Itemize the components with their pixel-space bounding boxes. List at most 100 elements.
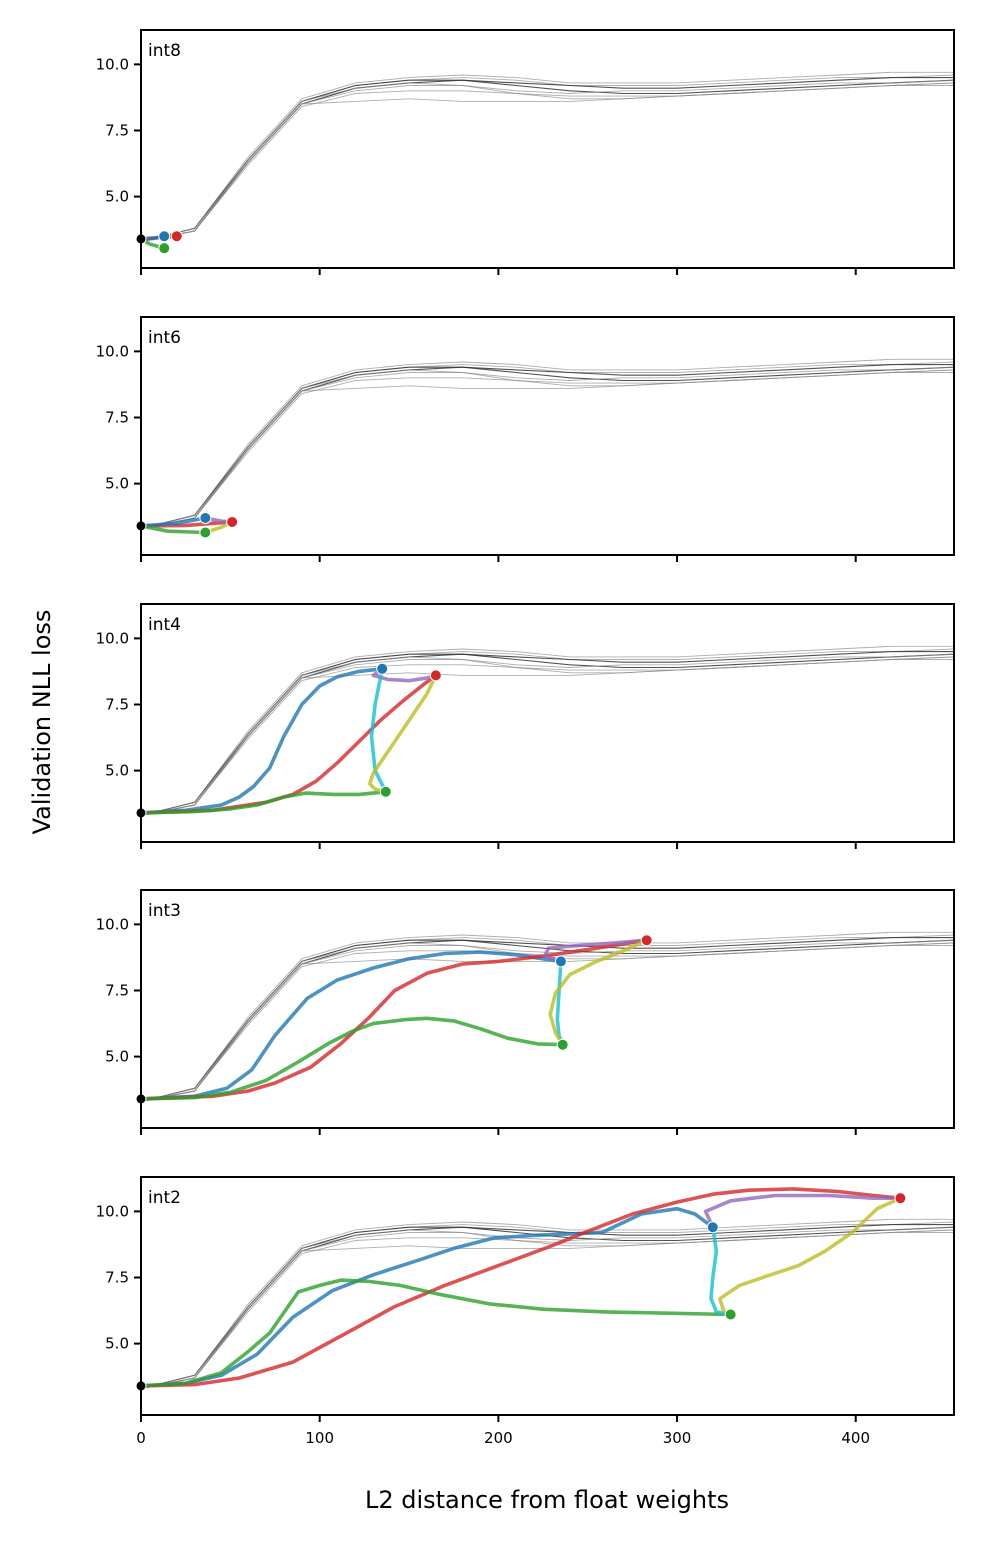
- background-run-line: [141, 358, 954, 530]
- y-tick-label: 10.0: [96, 915, 129, 933]
- panel-int3-plot-area: [141, 931, 954, 1103]
- series-end-point: [170, 230, 183, 243]
- background-run-line: [141, 361, 954, 530]
- background-run-line: [141, 366, 954, 530]
- series-end-point: [226, 515, 239, 528]
- y-tick-label: 5.0: [105, 762, 129, 780]
- background-run-line: [141, 79, 954, 243]
- series-line: [367, 673, 438, 794]
- background-run-line: [141, 364, 954, 530]
- background-run-line: [141, 942, 954, 1103]
- x-tick-label: 400: [841, 1429, 870, 1447]
- y-tick-label: 7.5: [105, 408, 129, 426]
- series-line: [141, 1278, 733, 1388]
- x-tick-label: 0: [136, 1429, 146, 1447]
- series-line: [555, 959, 565, 1047]
- y-tick-label: 10.0: [96, 55, 129, 73]
- background-run-line: [141, 945, 954, 1103]
- series-end-point: [724, 1308, 737, 1321]
- background-run-line: [141, 372, 954, 530]
- panel-int8: 5.0 7.5 10.0 int8: [96, 29, 955, 275]
- panel-label: int6: [148, 328, 181, 348]
- series-line: [141, 790, 388, 815]
- y-tick-label: 10.0: [96, 1202, 129, 1220]
- series-line: [548, 938, 649, 1047]
- x-tick-label: 300: [663, 1429, 692, 1447]
- panel-int4-frame: [140, 603, 955, 843]
- background-run-line: [141, 656, 954, 817]
- background-run-line: [141, 931, 954, 1103]
- background-run-line: [141, 937, 954, 1103]
- background-run-line: [141, 645, 954, 817]
- panel-label: int2: [148, 1188, 181, 1208]
- panel-int6-plot-area: [141, 358, 954, 535]
- panel-int3: 5.0 7.5 10.0 int3: [96, 889, 955, 1135]
- y-tick-label: 7.5: [105, 981, 129, 999]
- y-tick-label: 10.0: [96, 342, 129, 360]
- background-run-line: [141, 79, 954, 243]
- background-run-line: [141, 77, 954, 243]
- series-line: [141, 524, 208, 535]
- background-run-line: [141, 939, 954, 1103]
- series-line: [141, 1187, 903, 1388]
- background-run-line: [141, 82, 954, 243]
- panel-int3-frame: [140, 889, 955, 1129]
- panel-int4-plot-area: [141, 645, 954, 817]
- series-end-point: [640, 934, 653, 947]
- background-run-line: [141, 369, 954, 530]
- y-tick-label: 10.0: [96, 629, 129, 647]
- series-line: [718, 1196, 903, 1317]
- background-run-line: [141, 656, 954, 817]
- panel-label: int3: [148, 901, 181, 921]
- series-end-point: [554, 955, 567, 968]
- series-end-point: [158, 230, 171, 243]
- background-run-line: [141, 82, 954, 243]
- series-end-point: [379, 785, 392, 798]
- background-run-line: [141, 85, 954, 243]
- panel-int6: 5.0 7.5 10.0 int6: [96, 316, 955, 562]
- panel-int2-frame: [140, 1176, 955, 1416]
- background-run-line: [141, 71, 954, 243]
- series-line: [543, 938, 649, 964]
- series-line: [703, 1193, 903, 1229]
- series-end-point: [894, 1192, 907, 1205]
- y-tick-label: 5.0: [105, 475, 129, 493]
- y-tick-label: 5.0: [105, 1048, 129, 1066]
- panels: 5.0 7.5 10.0 int8 5.0 7.5 10.0 int6 5.0 7.5 10.0 in…: [96, 29, 955, 1447]
- background-run-line: [141, 369, 954, 530]
- series-line: [141, 667, 384, 815]
- series-line: [141, 516, 208, 528]
- background-run-line: [141, 942, 954, 1103]
- panel-int8-frame: [140, 29, 955, 269]
- background-run-line: [141, 651, 954, 817]
- background-run-line: [141, 648, 954, 817]
- series-end-point: [199, 526, 212, 539]
- background-run-line: [141, 653, 954, 817]
- x-tick-label: 200: [484, 1429, 513, 1447]
- series-line: [141, 1206, 715, 1388]
- panel-int4: 5.0 7.5 10.0 int4: [96, 603, 955, 849]
- series-end-point: [429, 669, 442, 682]
- series-end-point: [376, 662, 389, 675]
- series-line: [141, 1016, 565, 1101]
- y-axis-label: Validation NLL loss: [28, 610, 56, 835]
- series-line: [141, 950, 563, 1101]
- panel-int8-plot-area: [141, 71, 954, 250]
- panel-int2-plot-area: [141, 1187, 954, 1390]
- background-run-line: [141, 1226, 954, 1390]
- series-end-point: [199, 511, 212, 524]
- background-run-line: [141, 653, 954, 817]
- series-line: [141, 938, 649, 1101]
- series-end-point: [706, 1221, 719, 1234]
- y-tick-label: 5.0: [105, 1335, 129, 1353]
- panel-int6-frame: [140, 316, 955, 556]
- series-end-point: [158, 242, 171, 255]
- panel-label: int8: [148, 41, 181, 61]
- background-run-line: [141, 1218, 954, 1390]
- x-tick-label: 100: [305, 1429, 334, 1447]
- background-run-line: [141, 366, 954, 530]
- y-tick-label: 7.5: [105, 695, 129, 713]
- y-tick-label: 7.5: [105, 121, 129, 139]
- x-axis-label: L2 distance from float weights: [365, 1486, 729, 1514]
